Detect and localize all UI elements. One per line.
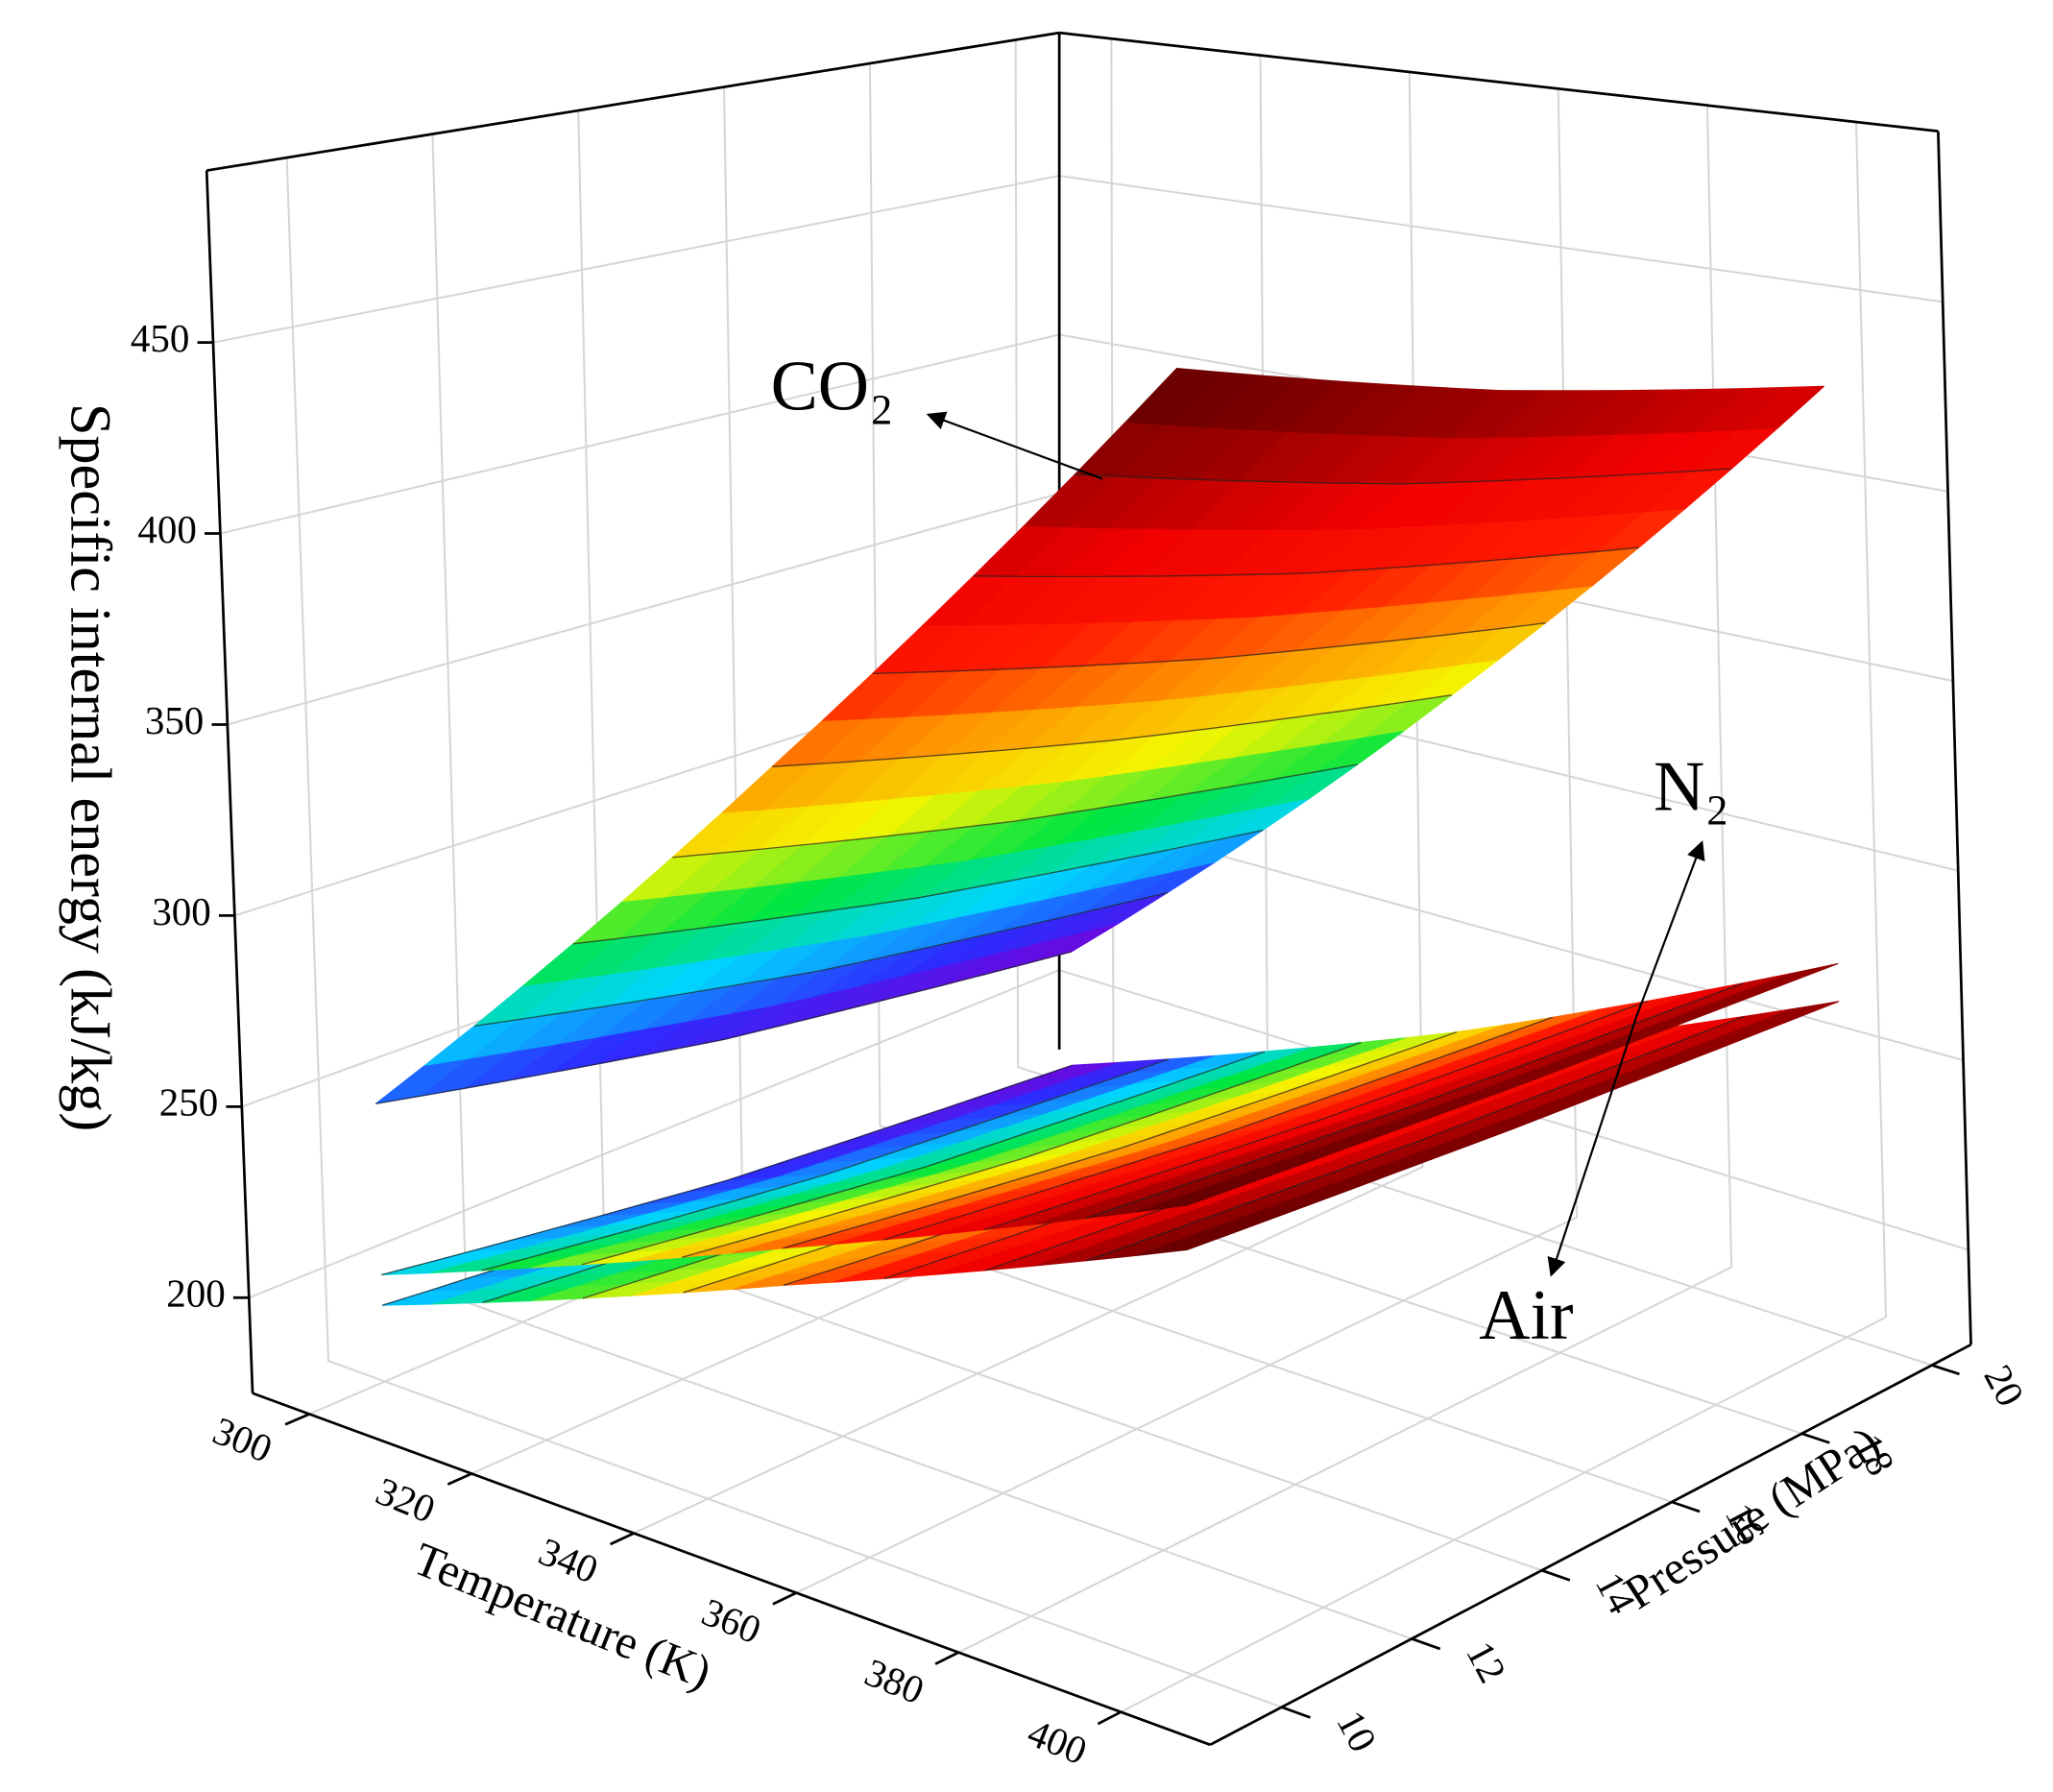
x-tick <box>610 1532 635 1546</box>
y-tick-label: 12 <box>1458 1635 1515 1690</box>
z-tick-label: 350 <box>145 698 204 742</box>
axis-line <box>1937 131 1972 1345</box>
annotation-arrow <box>1547 1016 1638 1277</box>
x-tick-label: 360 <box>696 1589 767 1653</box>
annotation-arrow <box>1635 840 1705 1018</box>
mesh-line <box>1306 546 1639 574</box>
grid-line <box>212 175 1944 344</box>
z-tick-label: 200 <box>166 1271 225 1316</box>
mesh-line <box>1112 694 1452 741</box>
mesh-line <box>1403 468 1732 485</box>
mesh-line <box>1414 1015 1745 1144</box>
grid-line <box>868 62 1802 1435</box>
series-label: N₂ <box>1654 746 1729 825</box>
mesh-line <box>381 1179 728 1276</box>
x-tick-label: 320 <box>370 1468 441 1532</box>
mesh-line <box>724 951 1073 1040</box>
mesh-line <box>1015 763 1358 822</box>
mesh-line <box>581 1166 925 1266</box>
z-tick-label: 250 <box>159 1080 218 1125</box>
mesh-line <box>1218 1016 1553 1137</box>
mesh-line <box>375 1038 725 1104</box>
y-tick <box>1671 1500 1701 1514</box>
surface-patch <box>1124 368 1219 425</box>
mesh-line <box>825 1058 1170 1175</box>
series-label: Air <box>1479 1275 1573 1354</box>
mesh-line <box>1413 982 1744 1106</box>
y-tick-label: 10 <box>1328 1704 1386 1759</box>
mesh-line <box>1316 1000 1649 1123</box>
mesh-line <box>883 1134 1219 1241</box>
grid-line <box>1014 39 1933 1367</box>
mesh-line <box>783 1148 1121 1249</box>
x-tick-label: 300 <box>207 1408 278 1471</box>
mesh-line <box>672 820 1016 859</box>
surface-patch <box>1749 962 1839 990</box>
axis-line <box>206 31 1060 172</box>
mesh-line <box>984 1120 1316 1231</box>
mesh-line <box>973 572 1307 578</box>
y-tick <box>1801 1432 1830 1444</box>
mesh-line <box>727 1064 1073 1181</box>
mesh-line <box>772 739 1113 767</box>
mesh-line <box>481 1174 827 1271</box>
grid-line <box>957 105 1733 1654</box>
mesh-line <box>572 897 919 945</box>
mesh-line <box>1085 1104 1415 1220</box>
y-tick <box>1541 1568 1571 1582</box>
x-tick <box>1097 1710 1122 1726</box>
mesh-line <box>872 658 1210 675</box>
mesh-line <box>821 891 1168 972</box>
y-tick <box>1281 1706 1311 1719</box>
grid-line <box>285 157 1283 1708</box>
mesh-line <box>918 829 1264 899</box>
mesh-line <box>1075 473 1404 485</box>
mesh-line <box>682 1157 1023 1258</box>
x-tick <box>284 1413 310 1426</box>
z-tick-label: 450 <box>131 316 189 360</box>
mesh-line <box>473 969 822 1028</box>
annotation-arrow <box>926 411 1103 480</box>
surface-patch <box>1135 1190 1229 1213</box>
x-tick-label: 380 <box>858 1650 930 1713</box>
y-tick-label: 20 <box>1975 1358 2033 1414</box>
mesh-line <box>923 1051 1266 1169</box>
axis-line <box>1058 31 1939 133</box>
z-tick-label: 300 <box>152 889 210 933</box>
axis-line <box>1209 1343 1972 1747</box>
mesh-line <box>1209 622 1546 660</box>
mesh-line <box>1086 1142 1415 1262</box>
mesh-line <box>1021 1041 1362 1160</box>
x-tick <box>772 1591 797 1606</box>
x-tick <box>447 1472 472 1486</box>
x-tick <box>934 1651 959 1665</box>
axis-line <box>252 1392 1211 1747</box>
series-label: CO₂ <box>771 347 894 425</box>
axis-line <box>205 170 254 1393</box>
y-tick <box>1931 1364 1960 1376</box>
mesh-line <box>1120 1031 1458 1150</box>
grid-line <box>1120 122 1888 1713</box>
z-axis-title: Specific internal energy (kJ/kg) <box>58 403 122 1131</box>
z-tick-label: 400 <box>137 507 196 551</box>
y-tick <box>1411 1637 1441 1651</box>
surface-patch <box>1136 1234 1229 1256</box>
x-tick-label: 400 <box>1022 1710 1093 1774</box>
